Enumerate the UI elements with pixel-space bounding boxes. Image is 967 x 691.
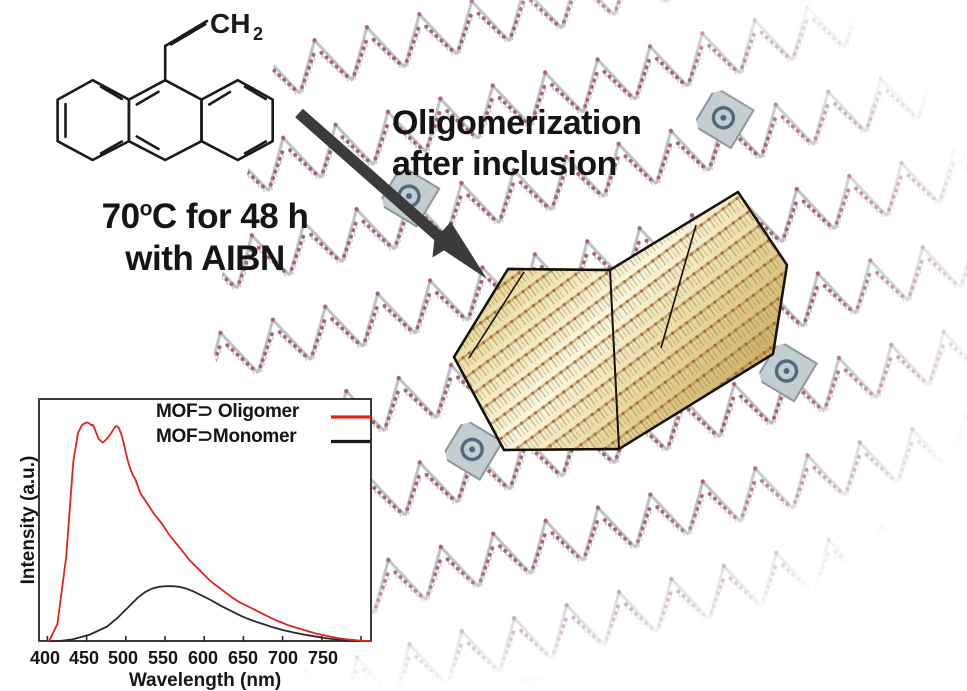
svg-text:2: 2 (253, 24, 263, 44)
svg-text:CH: CH (210, 8, 250, 39)
